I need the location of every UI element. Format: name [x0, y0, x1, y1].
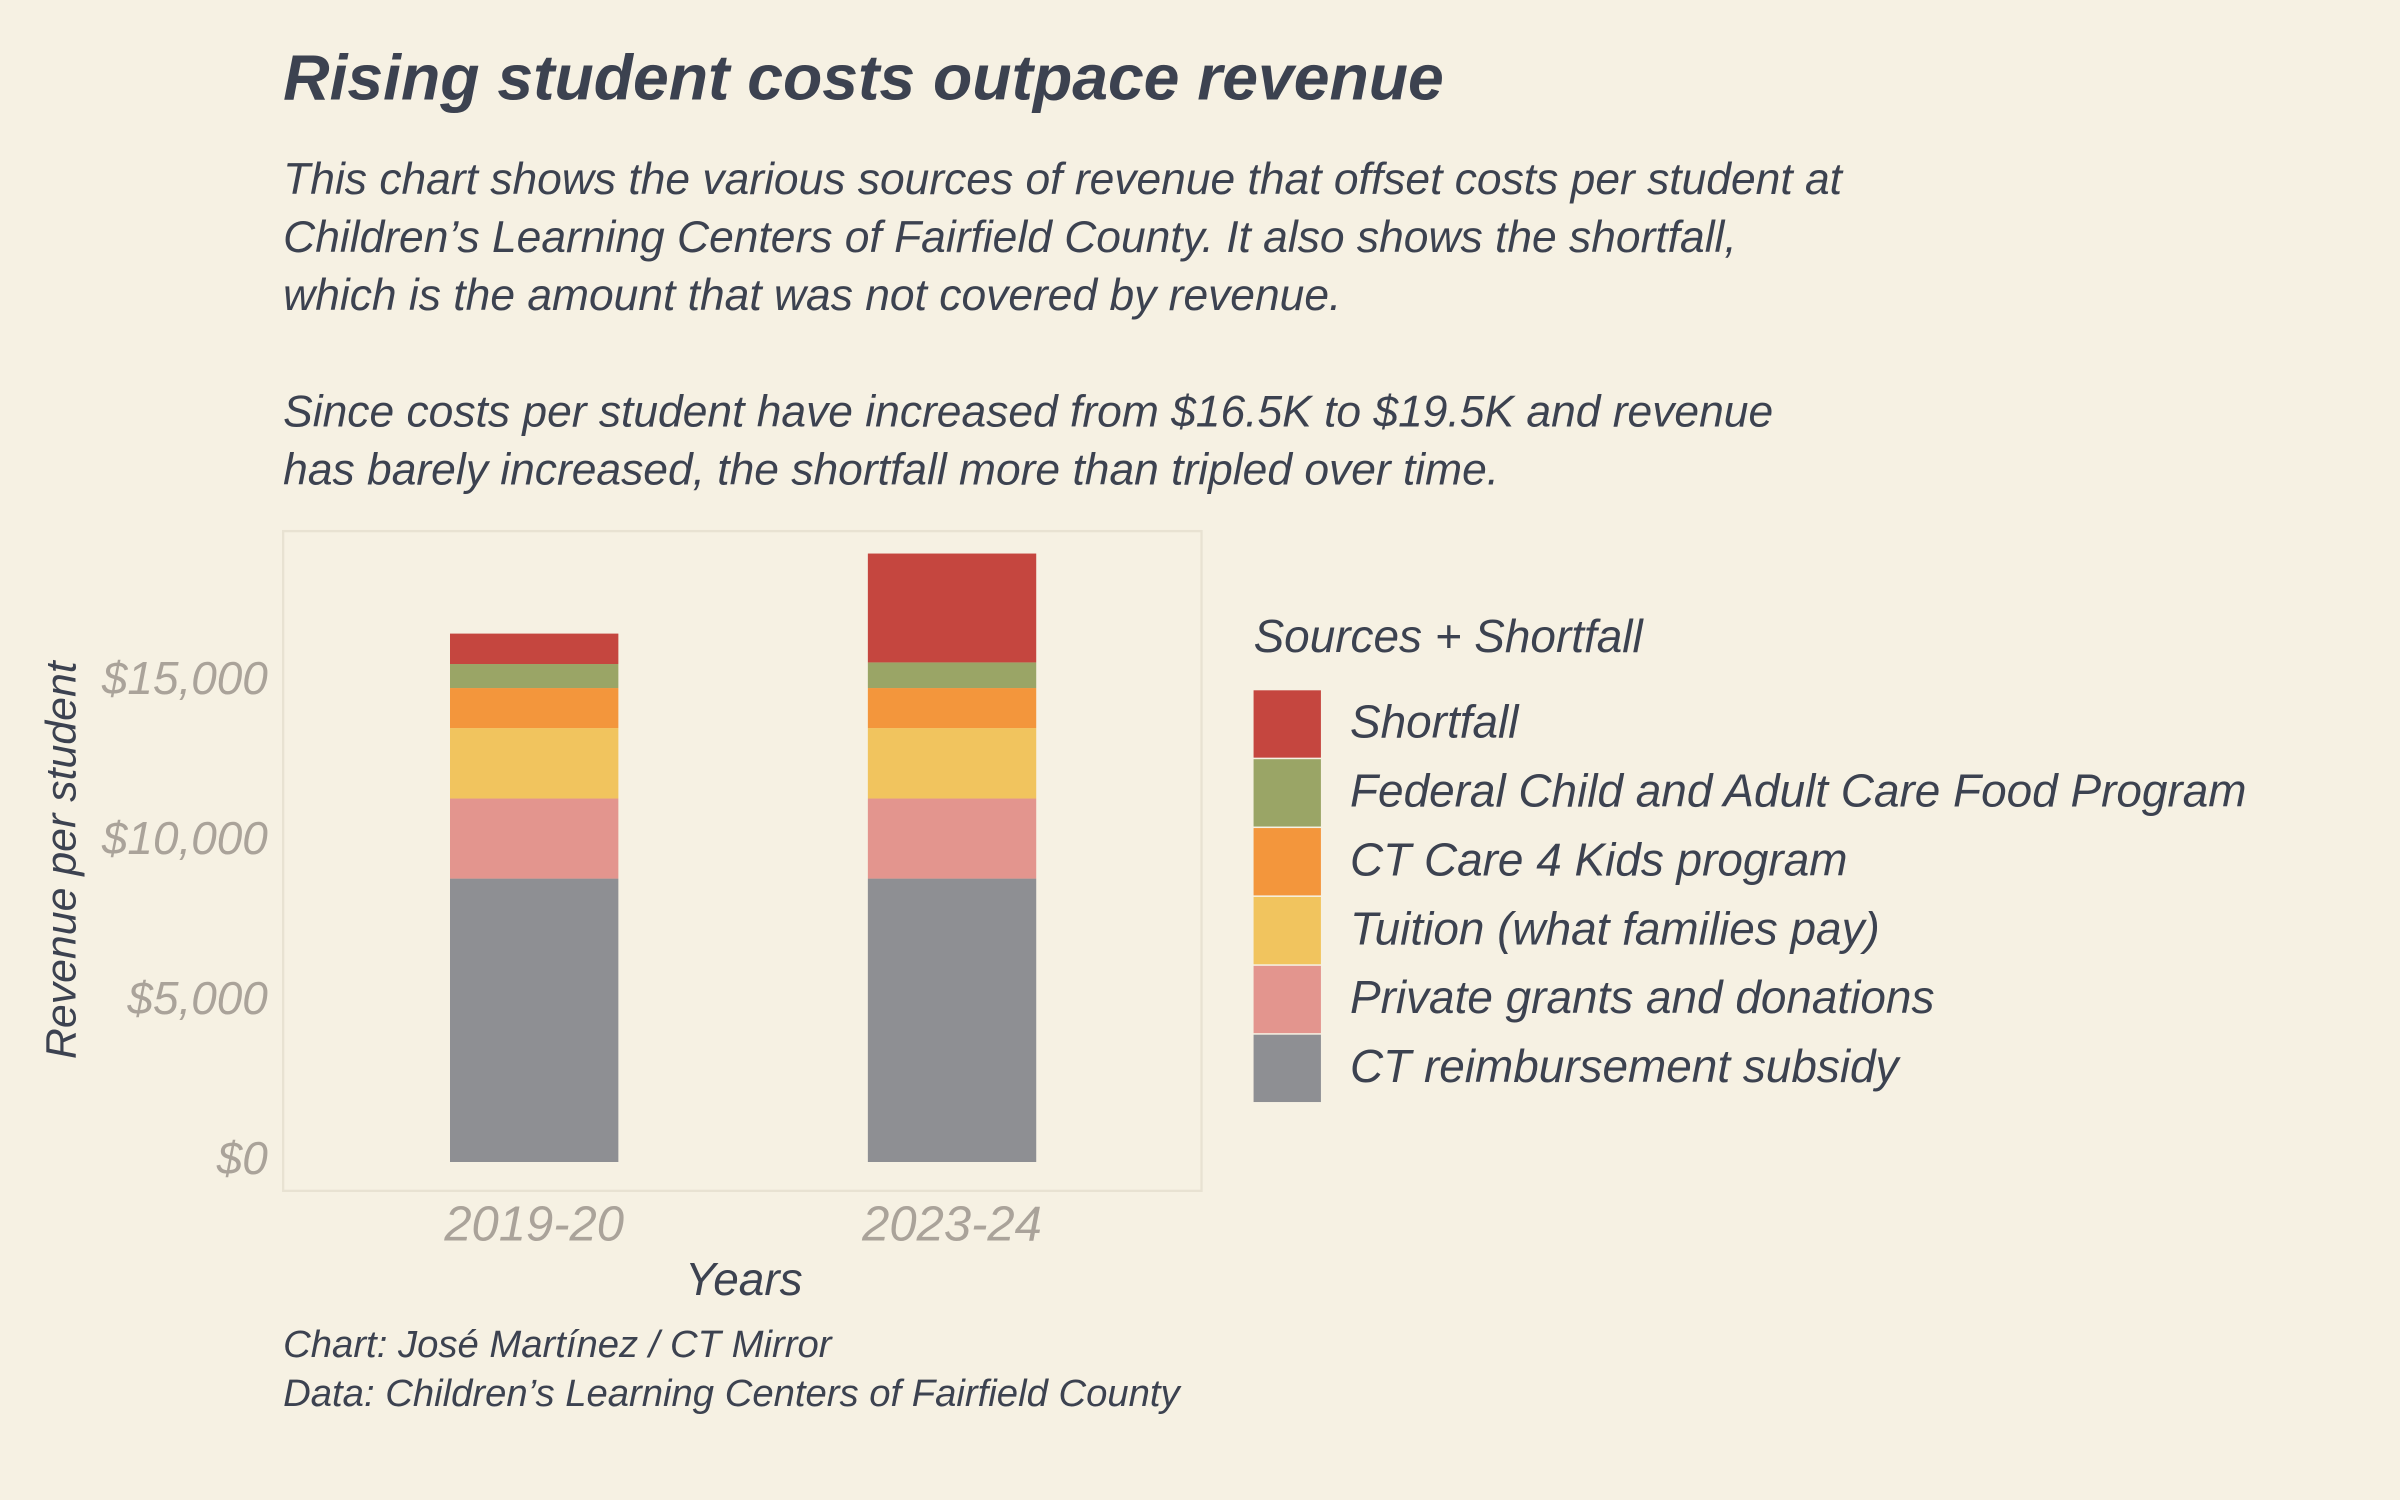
credit-line: Data: Children’s Learning Centers of Fai… — [283, 1372, 1182, 1415]
legend-title: Sources + Shortfall — [1254, 610, 1645, 662]
x-tick-label: 2019-20 — [443, 1197, 624, 1251]
x-tick-label: 2023-24 — [861, 1197, 1042, 1251]
legend-swatch — [1253, 690, 1321, 758]
description-line: Since costs per student have increased f… — [283, 388, 1773, 437]
bar-segment — [867, 688, 1037, 729]
legend-label: Tuition (what families pay) — [1350, 902, 1880, 954]
legend-swatch — [1253, 828, 1321, 896]
legend-label: Federal Child and Adult Care Food Progra… — [1350, 765, 2246, 817]
bar-segment — [450, 728, 619, 799]
credit-line: Chart: José Martínez / CT Mirror — [283, 1323, 834, 1366]
bar-segment — [450, 664, 619, 689]
description-line: has barely increased, the shortfall more… — [283, 446, 1499, 495]
bar-segment — [450, 633, 619, 665]
legend-label: Private grants and donations — [1350, 971, 1934, 1023]
legend-label: CT reimbursement subsidy — [1350, 1040, 1902, 1092]
legend-swatch — [1253, 896, 1321, 965]
legend-swatch — [1253, 965, 1321, 1034]
legend-swatch — [1253, 1034, 1321, 1103]
y-tick-label: $10,000 — [101, 812, 268, 864]
bar-segment — [867, 553, 1037, 663]
description-line: This chart shows the various sources of … — [283, 155, 1844, 204]
plot-area — [282, 529, 1203, 1192]
bar-segment — [450, 798, 619, 879]
legend-swatch — [1253, 759, 1321, 827]
description-line: which is the amount that was not covered… — [283, 271, 1341, 320]
y-tick-label: $0 — [216, 1132, 269, 1184]
bar-segment — [450, 688, 619, 729]
legend-label: Shortfall — [1350, 696, 1520, 748]
description-line: Children’s Learning Centers of Fairfield… — [283, 213, 1737, 262]
bar-segment — [867, 798, 1037, 879]
y-tick-label: $5,000 — [126, 972, 268, 1024]
y-tick-label: $15,000 — [101, 652, 268, 704]
bar-segment — [867, 662, 1037, 689]
bar-segment — [867, 728, 1037, 799]
chart-title: Rising student costs outpace revenue — [283, 42, 1444, 114]
bar-segment — [867, 878, 1037, 1162]
x-axis-label: Years — [685, 1253, 802, 1305]
legend-label: CT Care 4 Kids program — [1350, 833, 1847, 885]
bar-segment — [450, 878, 619, 1162]
y-axis-label: Revenue per student — [38, 659, 86, 1059]
